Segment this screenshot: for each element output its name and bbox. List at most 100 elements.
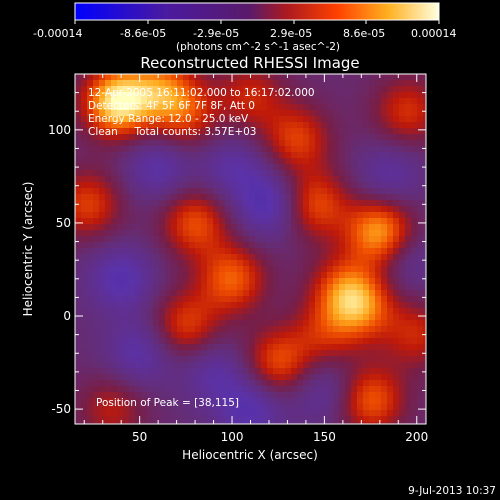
heatmap-cell xyxy=(297,146,304,153)
heatmap-cell xyxy=(99,278,106,285)
heatmap-cell xyxy=(309,170,316,177)
heatmap-cell xyxy=(93,374,100,381)
heatmap-cell xyxy=(237,140,244,147)
heatmap-cell xyxy=(315,140,322,147)
heatmap-cell xyxy=(405,188,412,195)
heatmap-cell xyxy=(81,398,88,405)
heatmap-cell xyxy=(117,116,124,123)
heatmap-cell xyxy=(195,224,202,231)
heatmap-cell xyxy=(333,254,340,261)
heatmap-cell xyxy=(93,116,100,123)
heatmap-cell xyxy=(297,290,304,297)
heatmap-cell xyxy=(387,284,394,291)
heatmap-cell xyxy=(213,260,220,267)
heatmap-cell xyxy=(291,164,298,171)
heatmap-cell xyxy=(405,374,412,381)
heatmap-cell xyxy=(75,134,82,141)
heatmap-cell xyxy=(303,158,310,165)
heatmap-cell xyxy=(351,380,358,387)
heatmap-cell xyxy=(309,302,316,309)
heatmap-cell xyxy=(327,308,334,315)
heatmap-cell xyxy=(141,170,148,177)
heatmap-cell xyxy=(423,110,426,117)
heatmap-cell xyxy=(273,362,280,369)
heatmap-cell xyxy=(387,194,394,201)
heatmap-cell xyxy=(207,134,214,141)
heatmap-cell xyxy=(183,146,190,153)
heatmap-cell xyxy=(405,398,412,405)
heatmap-cell xyxy=(93,392,100,399)
heatmap-cell xyxy=(357,176,364,183)
heatmap-cell xyxy=(117,380,124,387)
heatmap-cell xyxy=(375,86,382,93)
heatmap-cell xyxy=(351,122,358,129)
heatmap-cell xyxy=(225,206,232,213)
heatmap-cell xyxy=(393,128,400,135)
heatmap-cell xyxy=(207,104,214,111)
heatmap-cell xyxy=(171,230,178,237)
heatmap-cell xyxy=(237,326,244,333)
heatmap-cell xyxy=(171,236,178,243)
heatmap-cell xyxy=(387,290,394,297)
heatmap-cell xyxy=(369,266,376,273)
heatmap-cell xyxy=(249,338,256,345)
heatmap-cell xyxy=(243,104,250,111)
heatmap-cell xyxy=(243,128,250,135)
heatmap-cell xyxy=(285,272,292,279)
heatmap-cell xyxy=(87,314,94,321)
heatmap-cell xyxy=(129,416,136,423)
heatmap-cell xyxy=(243,116,250,123)
heatmap-cell xyxy=(399,272,406,279)
heatmap-cell xyxy=(177,392,184,399)
heatmap-cell xyxy=(387,302,394,309)
heatmap-cell xyxy=(309,182,316,189)
heatmap-cell xyxy=(333,236,340,243)
heatmap-cell xyxy=(111,410,118,417)
heatmap-cell xyxy=(189,176,196,183)
heatmap-cell xyxy=(387,362,394,369)
heatmap-cell xyxy=(297,278,304,285)
heatmap-cell xyxy=(351,272,358,279)
heatmap-cell xyxy=(327,140,334,147)
heatmap-cell xyxy=(93,152,100,159)
heatmap-cell xyxy=(381,164,388,171)
heatmap-cell xyxy=(171,398,178,405)
heatmap-cell xyxy=(81,152,88,159)
heatmap-cell xyxy=(393,356,400,363)
heatmap-cell xyxy=(393,410,400,417)
heatmap-cell xyxy=(375,362,382,369)
heatmap-cell xyxy=(375,104,382,111)
heatmap-cell xyxy=(375,422,382,424)
heatmap-cell xyxy=(183,308,190,315)
heatmap-cell xyxy=(141,146,148,153)
heatmap-cell xyxy=(165,296,172,303)
heatmap-cell xyxy=(255,218,262,225)
heatmap-cell xyxy=(195,134,202,141)
heatmap-cell xyxy=(363,80,370,87)
heatmap-cell xyxy=(123,86,130,93)
heatmap-cell xyxy=(177,332,184,339)
heatmap-cell xyxy=(381,176,388,183)
heatmap-cell xyxy=(249,254,256,261)
heatmap-cell xyxy=(207,320,214,327)
heatmap-cell xyxy=(333,380,340,387)
heatmap-cell xyxy=(279,224,286,231)
heatmap-cell xyxy=(249,266,256,273)
heatmap-cell xyxy=(93,170,100,177)
heatmap-cell xyxy=(399,242,406,249)
heatmap-cell xyxy=(111,344,118,351)
heatmap-cell xyxy=(345,236,352,243)
heatmap-cell xyxy=(237,344,244,351)
heatmap-cell xyxy=(75,416,82,423)
heatmap-cell xyxy=(339,374,346,381)
heatmap-cell xyxy=(315,338,322,345)
heatmap-cell xyxy=(195,164,202,171)
heatmap-cell xyxy=(417,194,424,201)
heatmap-cell xyxy=(81,122,88,129)
heatmap-cell xyxy=(321,212,328,219)
heatmap-cell xyxy=(93,356,100,363)
heatmap-cell xyxy=(189,338,196,345)
heatmap-cell xyxy=(159,368,166,375)
heatmap-cell xyxy=(351,98,358,105)
heatmap-cell xyxy=(363,128,370,135)
